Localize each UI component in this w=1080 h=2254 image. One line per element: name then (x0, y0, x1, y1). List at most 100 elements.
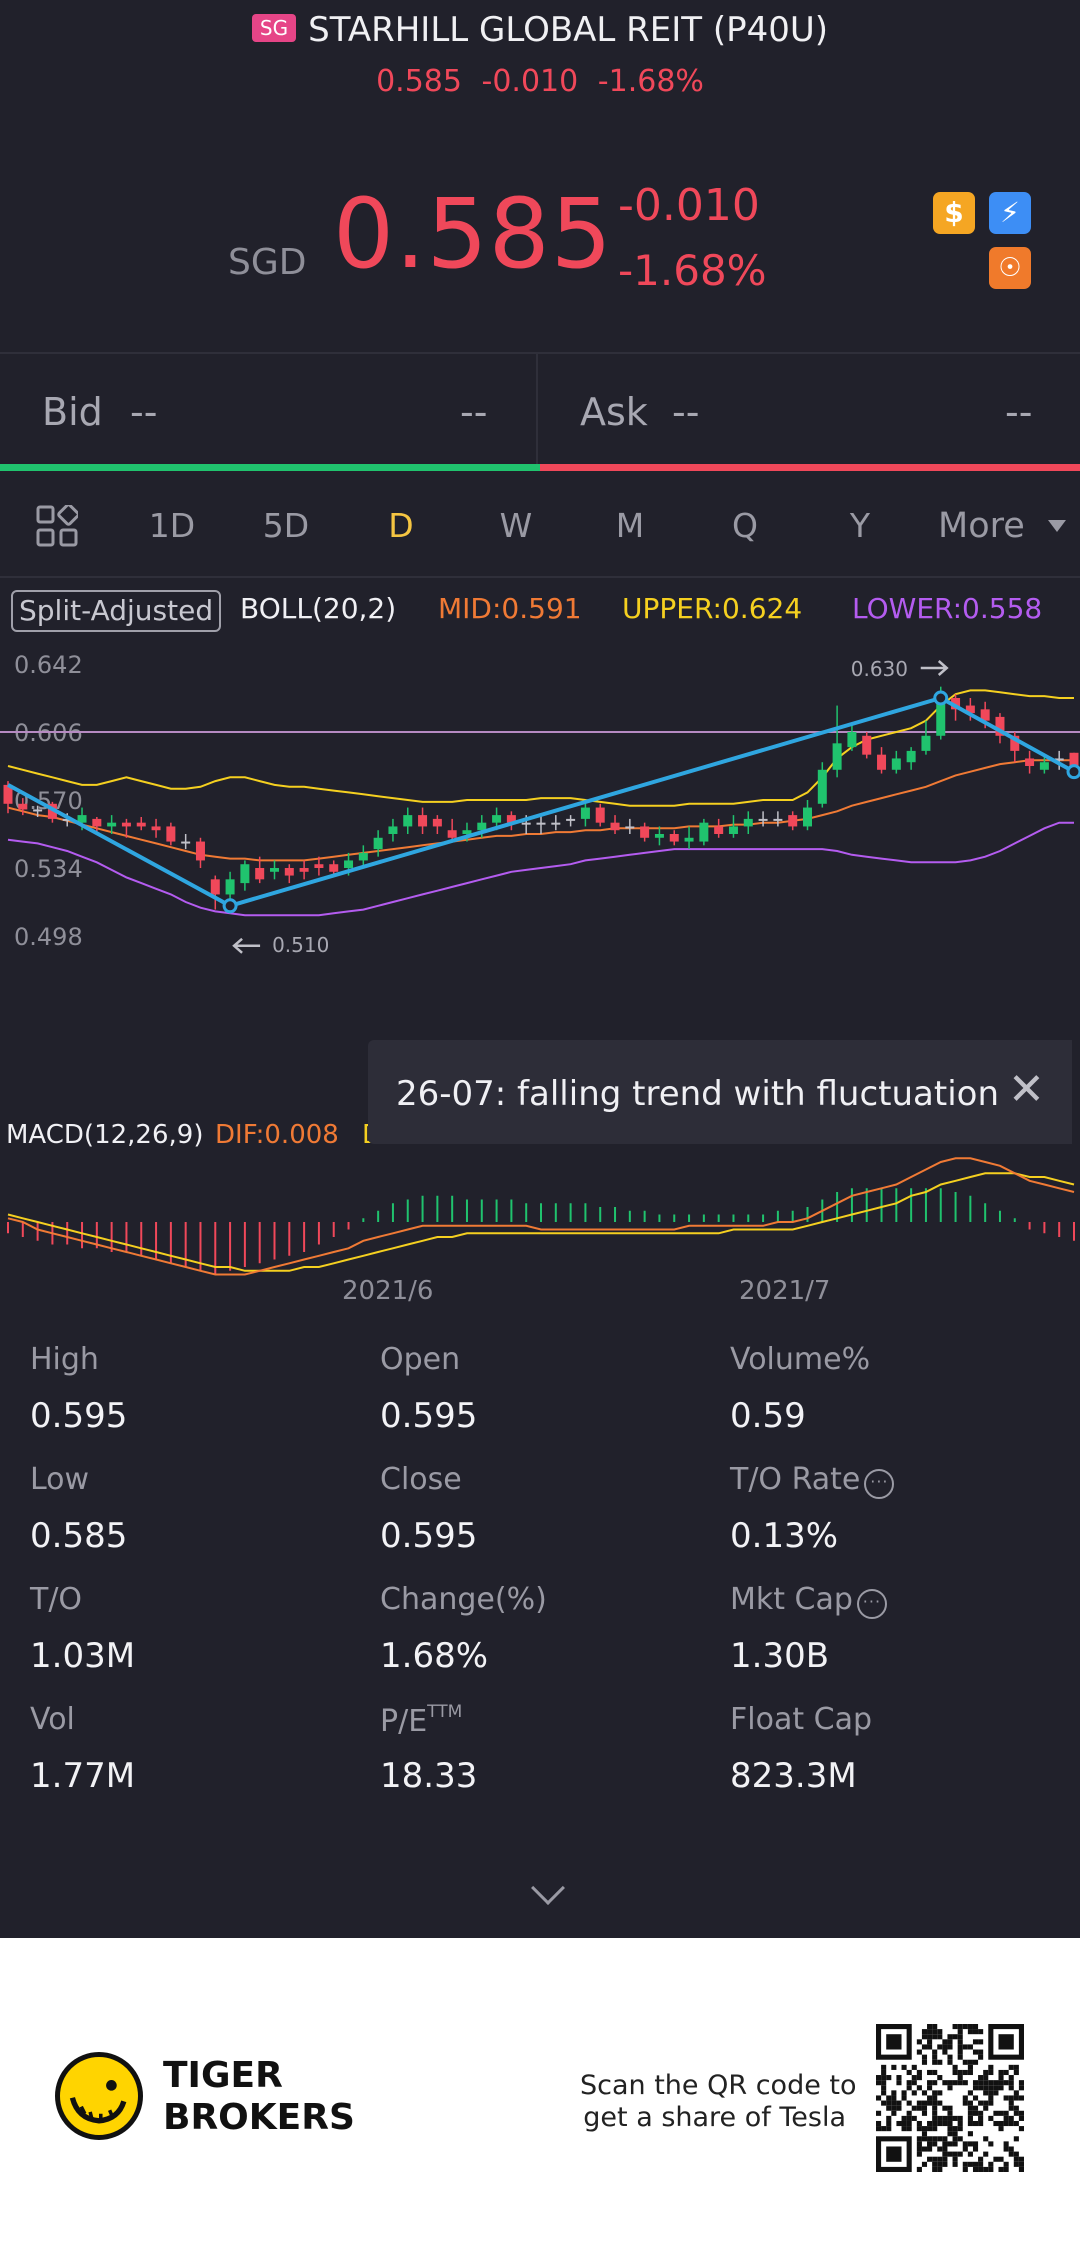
qr-module (927, 2136, 933, 2142)
qr-module (978, 2166, 984, 2172)
qr-module (932, 2069, 938, 2076)
qr-code-icon[interactable] (876, 2024, 1024, 2172)
boll-label[interactable]: BOLL(20,2) (240, 592, 397, 625)
tab-1d[interactable]: 1D (148, 506, 196, 545)
qr-module (932, 2115, 938, 2121)
qr-module (937, 2146, 943, 2152)
bid-price: -- (130, 390, 158, 434)
options-icon[interactable]: ☉ (989, 247, 1031, 289)
stat-label: T/O Rate ··· (730, 1462, 895, 1499)
qr-module (1003, 2080, 1009, 2086)
tab-d[interactable]: D (388, 506, 414, 545)
qr-module (983, 2090, 989, 2096)
qr-module (896, 2120, 902, 2127)
tab-w[interactable]: W (499, 506, 533, 545)
candle-body (788, 815, 798, 827)
qr-module (952, 2069, 958, 2076)
qr-module (896, 2075, 902, 2081)
info-icon[interactable]: ··· (864, 1469, 895, 1499)
candle-body (743, 818, 753, 827)
stat-label: Mkt Cap ··· (730, 1582, 887, 1619)
qr-module (876, 2075, 882, 2081)
qr-module (1013, 2095, 1019, 2101)
qr-module (911, 2090, 917, 2096)
qr-module (927, 2085, 933, 2091)
qr-module (978, 2080, 984, 2086)
qr-module (876, 2095, 882, 2101)
candle-body (492, 815, 502, 823)
qr-module (1013, 2064, 1019, 2070)
header-price: 0.585 (376, 64, 462, 99)
split-adjusted-button[interactable]: Split-Adjusted (11, 590, 222, 632)
stock-title: SG STARHILL GLOBAL REIT (P40U) (0, 10, 1080, 50)
qr-module (998, 2075, 1004, 2081)
high-annotation: 0.630 (851, 657, 908, 681)
qr-module (1018, 2095, 1024, 2101)
qr-module (942, 2120, 948, 2127)
candle-body (77, 815, 87, 823)
qr-module (983, 2151, 989, 2157)
qr-module (957, 2075, 963, 2081)
flash-trade-icon[interactable]: ⚡ (989, 192, 1031, 234)
tab-5d[interactable]: 5D (262, 506, 310, 545)
qr-module (957, 2029, 963, 2035)
qr-module (988, 2080, 994, 2086)
qr-module (927, 2141, 933, 2147)
qr-module (947, 2115, 953, 2121)
qr-module (952, 2136, 958, 2142)
chevron-down-icon[interactable] (1048, 520, 1066, 532)
qr-module (1013, 2156, 1019, 2162)
tab-more[interactable]: More (938, 506, 1025, 546)
qr-module (988, 2090, 994, 2096)
expand-chevron-icon[interactable] (531, 1871, 565, 1905)
candle-body (580, 807, 590, 819)
candle-body (255, 868, 265, 880)
promo-text-line2: get a share of Tesla (583, 2102, 846, 2133)
qr-module (1018, 2085, 1024, 2091)
stat-label: Volume% (730, 1342, 871, 1377)
candle-body (432, 818, 442, 827)
qr-module (916, 2166, 922, 2172)
qr-module (921, 2110, 928, 2116)
y-tick-label: 0.498 (14, 923, 83, 951)
dollar-icon[interactable]: $ (933, 192, 975, 234)
tab-y[interactable]: Y (849, 506, 871, 545)
qr-module (1008, 2064, 1014, 2070)
qr-module (916, 2039, 922, 2045)
qr-module (921, 2034, 928, 2040)
qr-module (932, 2120, 938, 2127)
qr-module (886, 2126, 892, 2132)
qr-module (947, 2131, 953, 2137)
layout-grid-icon[interactable] (36, 505, 78, 547)
qr-module (967, 2141, 973, 2147)
header-change-pct: -1.68% (597, 64, 704, 99)
price-change: -0.010 (618, 180, 760, 231)
qr-module (901, 2120, 907, 2127)
qr-module (886, 2075, 892, 2081)
tab-m[interactable]: M (615, 506, 645, 545)
qr-module (952, 2034, 958, 2040)
macd-label[interactable]: MACD(12,26,9) (6, 1120, 204, 1150)
qr-finder (886, 2146, 902, 2162)
qr-module (952, 2080, 958, 2086)
qr-module (891, 2100, 897, 2106)
qr-module (962, 2044, 968, 2050)
qr-module (921, 2029, 928, 2035)
qr-module (932, 2095, 938, 2101)
qr-module (947, 2120, 953, 2127)
qr-module (927, 2024, 933, 2030)
tab-q[interactable]: Q (732, 506, 758, 545)
qr-module (967, 2151, 973, 2157)
info-icon[interactable]: ··· (856, 1589, 887, 1619)
qr-module (942, 2151, 948, 2157)
qr-module (886, 2095, 892, 2101)
qr-module (972, 2049, 979, 2055)
qr-module (916, 2136, 922, 2142)
candle-body (3, 784, 13, 804)
qr-module (978, 2156, 984, 2162)
close-icon[interactable]: ✕ (1008, 1064, 1045, 1115)
candle-body (640, 826, 650, 838)
qr-module (891, 2064, 897, 2070)
qr-module (886, 2105, 892, 2111)
